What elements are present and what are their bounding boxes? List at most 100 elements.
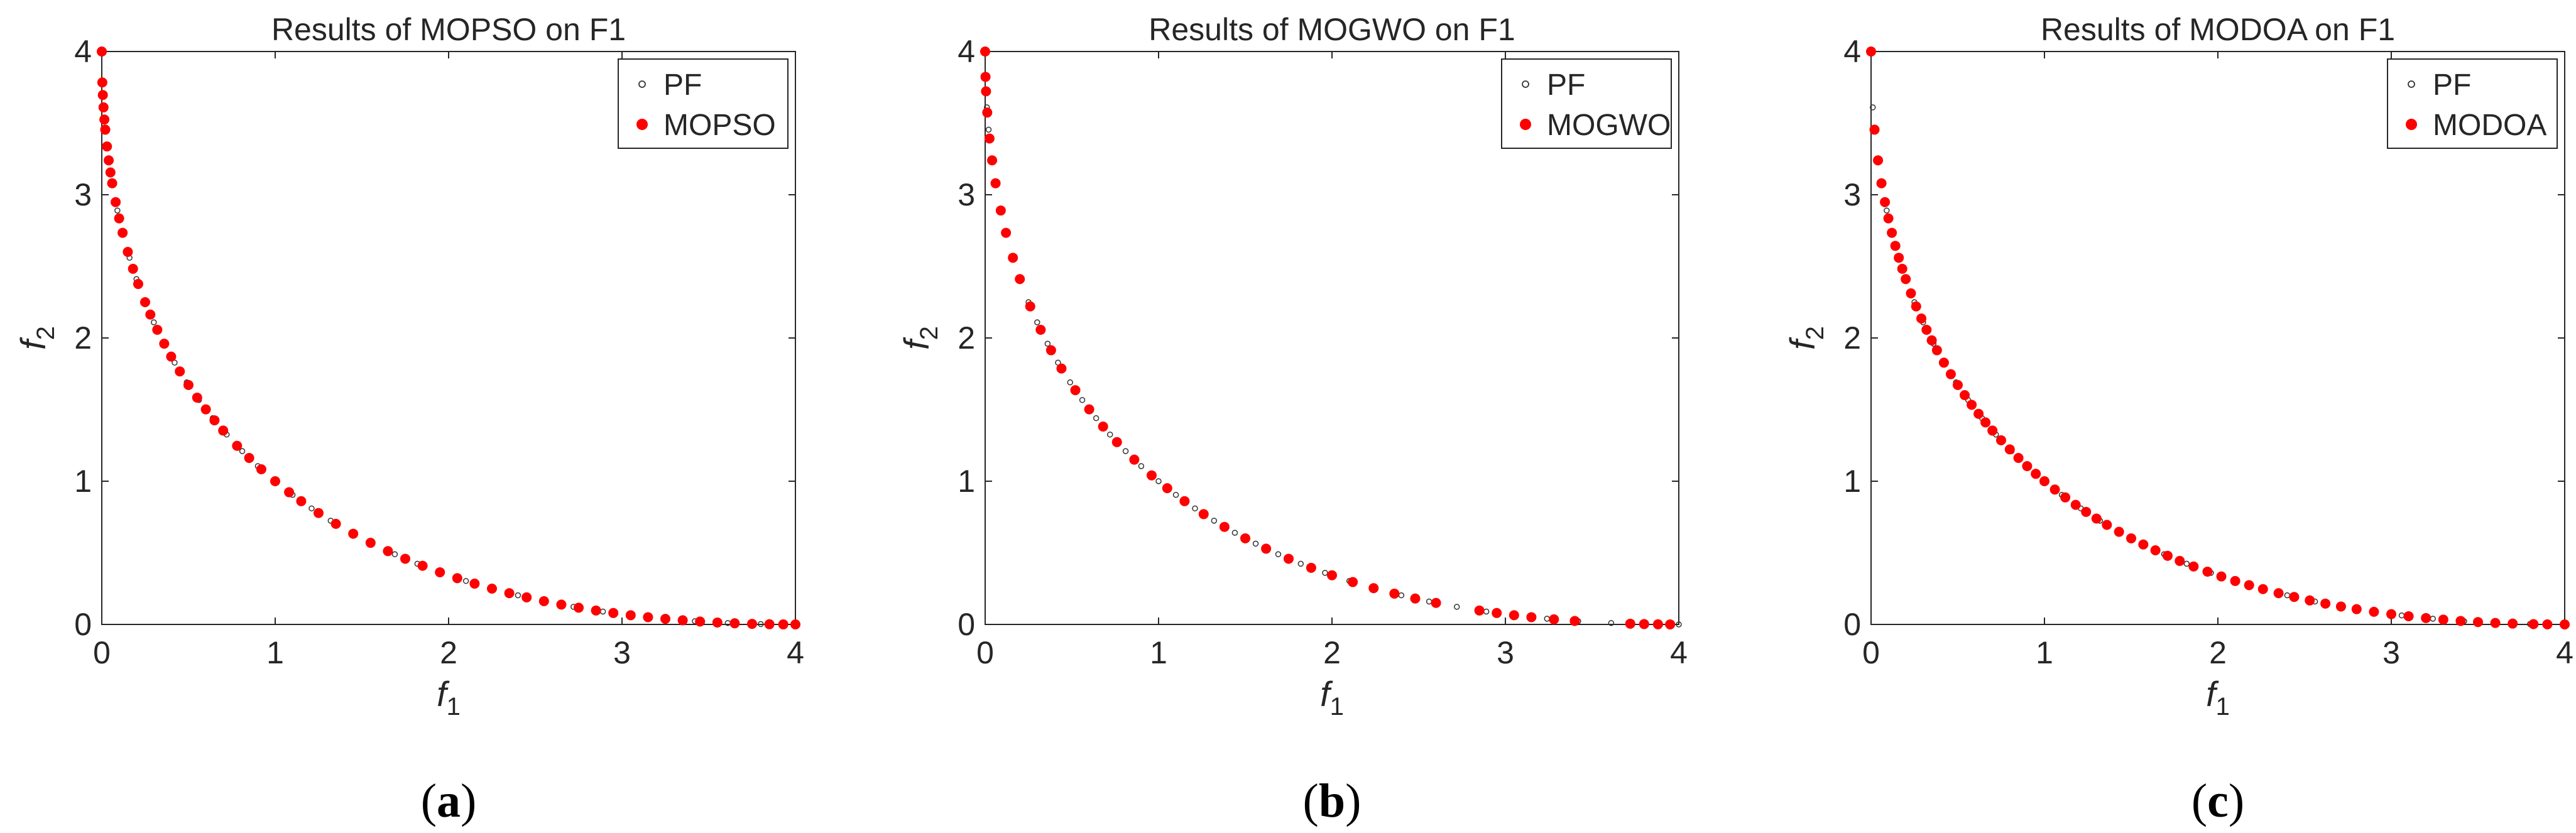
legend: PF MOGWO — [1501, 58, 1672, 149]
data-point — [1938, 357, 1949, 368]
data-point — [1035, 324, 1046, 335]
data-point — [1987, 425, 1998, 436]
data-point — [2421, 612, 2431, 623]
data-point — [1155, 478, 1162, 484]
x-tick-label: 1 — [1150, 635, 1167, 670]
data-point — [308, 505, 315, 512]
x-tick-label: 0 — [976, 635, 994, 670]
data-point — [729, 618, 740, 629]
data-point — [1916, 313, 1927, 324]
data-point — [1897, 263, 1907, 274]
x-axis-label: f1 — [1320, 674, 1344, 721]
data-point — [114, 213, 124, 224]
data-point — [1526, 612, 1537, 623]
data-point — [1926, 335, 1937, 346]
data-point — [1953, 379, 1963, 390]
x-tick-label: 3 — [2382, 635, 2400, 670]
legend-box — [618, 58, 789, 149]
data-point — [1676, 621, 1682, 628]
data-point — [97, 46, 107, 57]
data-point — [1876, 178, 1887, 188]
legend: PF MOPSO — [618, 58, 789, 149]
data-point — [1474, 605, 1485, 616]
data-point — [2490, 618, 2501, 628]
data-point — [330, 518, 341, 529]
data-point — [2183, 560, 2190, 567]
data-point — [97, 77, 107, 88]
data-point — [1866, 46, 1876, 57]
data-point — [980, 72, 991, 82]
data-point — [232, 440, 243, 451]
legend-marker-pf — [638, 80, 646, 88]
data-point — [200, 404, 211, 415]
data-point — [1025, 301, 1035, 312]
data-point — [462, 578, 469, 584]
data-point — [1192, 505, 1198, 512]
data-point — [1122, 448, 1129, 454]
data-point — [1549, 614, 1559, 624]
data-point — [192, 392, 202, 403]
data-point — [1921, 324, 1932, 335]
data-point — [643, 612, 653, 623]
data-point — [2369, 606, 2379, 617]
data-point — [1509, 610, 1519, 621]
data-point — [2091, 513, 2102, 524]
data-point — [2126, 533, 2136, 543]
data-point — [608, 607, 619, 618]
data-point — [1297, 560, 1304, 567]
data-point — [1098, 422, 1108, 432]
data-point — [1138, 463, 1145, 469]
data-point — [2039, 476, 2049, 486]
y-tick-label: 2 — [74, 320, 92, 356]
data-point — [244, 453, 254, 464]
data-point — [1322, 570, 1328, 576]
data-point — [2188, 561, 2199, 572]
data-point — [1883, 213, 1894, 224]
x-tick-label: 2 — [2209, 635, 2227, 670]
data-point — [1001, 227, 1012, 238]
data-point — [2455, 616, 2466, 626]
data-point — [1079, 397, 1086, 403]
data-point — [747, 619, 757, 629]
y-tick-label: 2 — [1843, 320, 1861, 356]
data-point — [1894, 253, 1904, 263]
y-tick-label: 1 — [74, 464, 92, 499]
y-tick-label: 3 — [1843, 177, 1861, 212]
data-point — [1231, 530, 1238, 536]
data-point — [984, 133, 995, 144]
x-tick-label: 4 — [787, 635, 804, 670]
data-point — [521, 592, 532, 602]
data-point — [1431, 597, 1441, 608]
data-point — [133, 279, 143, 290]
legend-marker-algo — [636, 119, 648, 130]
data-point — [2403, 611, 2414, 621]
data-point — [152, 324, 163, 335]
data-point — [1639, 619, 1649, 629]
data-point — [2244, 580, 2254, 591]
data-point — [1129, 454, 1140, 465]
data-point — [128, 263, 138, 274]
legend-marker-pf — [1522, 80, 1529, 88]
data-point — [1327, 570, 1337, 580]
data-point — [2060, 492, 2071, 503]
series-mogwo — [980, 46, 1676, 629]
data-point — [1015, 274, 1025, 285]
data-point — [2150, 545, 2161, 556]
data-point — [1261, 543, 1272, 554]
legend-label: MODOA — [2433, 109, 2546, 142]
data-point — [1389, 588, 1400, 599]
data-point — [1569, 616, 1580, 626]
data-point — [2473, 617, 2483, 628]
data-point — [1211, 518, 1218, 524]
data-point — [2175, 555, 2185, 566]
data-point — [123, 247, 133, 258]
data-point — [695, 616, 706, 627]
data-point — [487, 584, 497, 594]
data-point — [574, 602, 584, 613]
data-point — [790, 619, 800, 629]
data-point — [175, 366, 185, 377]
x-tick-label: 2 — [1323, 635, 1341, 670]
data-point — [1652, 619, 1663, 629]
data-point — [504, 588, 515, 599]
data-point — [625, 610, 636, 621]
